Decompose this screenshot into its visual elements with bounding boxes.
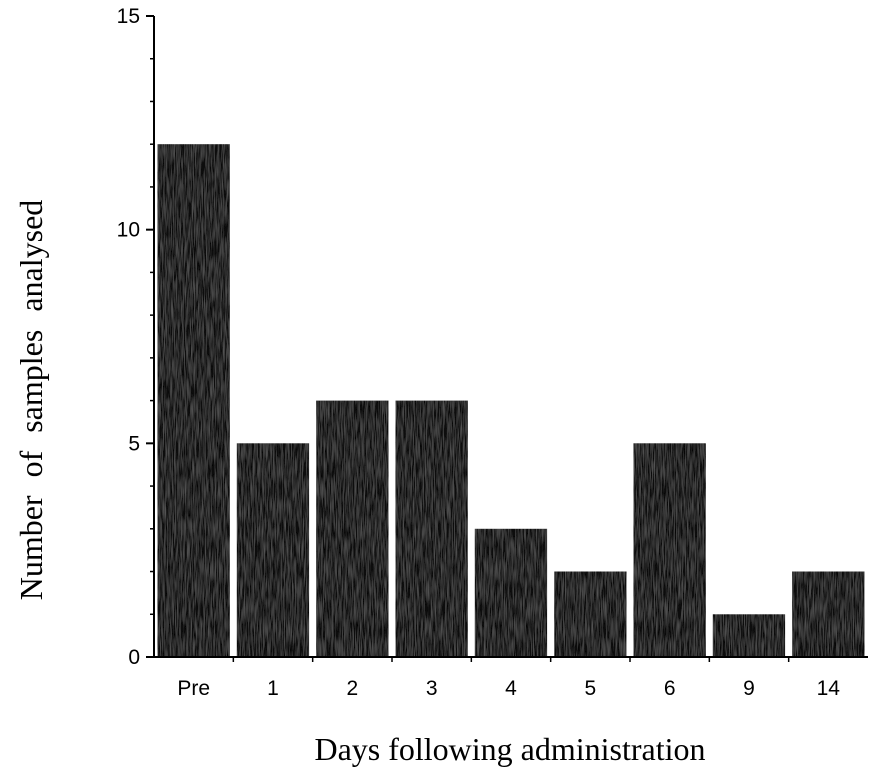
bar-2 [316,400,389,657]
bar-Pre [157,144,230,657]
bar-9 [712,614,786,657]
bar-6 [633,443,706,657]
x-axis-title: Days following administration [314,731,705,767]
x-tick-label: 6 [664,677,676,700]
bar-4 [474,528,548,657]
axes-group [153,16,868,658]
y-tick-label: 0 [128,646,140,669]
x-tick-label: 9 [743,677,755,700]
x-tick-label: 5 [584,677,596,700]
x-tick-label: 1 [267,677,279,700]
bar-1 [236,443,310,657]
x-tick-label: 2 [346,677,358,700]
bar-3 [395,400,468,657]
x-tick-label: 3 [426,677,438,700]
y-axis-title: Number of samples analysed [13,200,49,601]
x-tick-label: 4 [505,677,517,700]
y-tick-label: 5 [128,432,140,455]
bar-14 [792,571,865,657]
y-tick-label: 10 [117,219,140,242]
bars-group [157,144,865,657]
bar-5 [554,571,627,657]
x-ticks-group: Pre 1 2 3 4 5 6 9 14 [177,657,840,700]
x-tick-label: 14 [817,677,841,700]
y-ticks-group: 0 5 10 15 [117,5,154,669]
y-tick-label: 15 [117,5,140,28]
x-tick-label: Pre [177,677,210,700]
